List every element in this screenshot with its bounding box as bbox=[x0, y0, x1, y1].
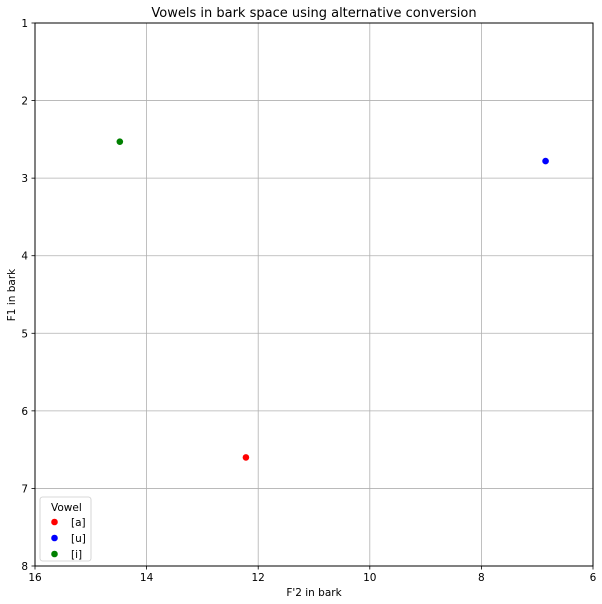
y-axis-label: F1 in bark bbox=[6, 268, 18, 321]
legend-marker bbox=[51, 550, 58, 558]
y-tick-label: 5 bbox=[21, 328, 28, 340]
legend-marker bbox=[51, 534, 58, 542]
x-tick-label: 12 bbox=[252, 572, 265, 584]
plot-frame bbox=[34, 22, 594, 567]
x-tick-label: 16 bbox=[28, 572, 42, 584]
x-tick-label: 6 bbox=[590, 572, 597, 584]
y-tick-label: 4 bbox=[21, 251, 28, 263]
legend-marker bbox=[51, 518, 58, 526]
y-tick-label: 6 bbox=[21, 406, 28, 418]
data-point bbox=[542, 157, 549, 165]
legend-title: Vowel bbox=[51, 502, 82, 514]
data-points bbox=[116, 138, 549, 461]
y-tick-label: 3 bbox=[21, 173, 28, 185]
x-axis-label: F'2 in bark bbox=[286, 587, 342, 599]
data-point bbox=[116, 138, 124, 145]
y-tick-label: 7 bbox=[21, 483, 28, 495]
data-point bbox=[242, 454, 250, 461]
legend-entry: [i] bbox=[71, 549, 82, 561]
x-tick-label: 10 bbox=[363, 572, 376, 584]
x-tick-label: 8 bbox=[478, 572, 485, 584]
legend-entry: [u] bbox=[71, 533, 86, 545]
legend-entry: [a] bbox=[71, 517, 86, 529]
legend-box bbox=[39, 496, 92, 562]
y-tick-label: 1 bbox=[21, 18, 28, 30]
x-tick-label: 14 bbox=[140, 572, 154, 584]
chart-title: Vowels in bark space using alternative c… bbox=[151, 6, 476, 21]
y-tick-label: 8 bbox=[21, 561, 28, 573]
y-tick-label: 2 bbox=[21, 96, 28, 108]
legend: Vowel [a] [u] [i] bbox=[39, 496, 92, 562]
